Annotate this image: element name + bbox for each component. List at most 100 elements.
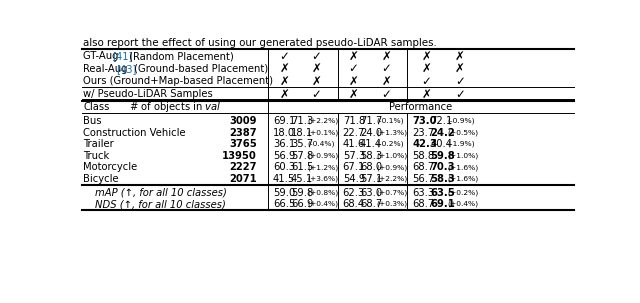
Text: ✗: ✗	[422, 88, 431, 101]
Text: Truck: Truck	[83, 151, 109, 161]
Text: Class: Class	[83, 102, 109, 112]
Text: (Ground-based Placement): (Ground-based Placement)	[131, 64, 268, 74]
Text: 23.7: 23.7	[412, 128, 435, 138]
Text: (+1.6%): (+1.6%)	[447, 175, 479, 182]
Text: 71.7: 71.7	[360, 116, 382, 126]
Text: 73.0: 73.0	[412, 116, 437, 126]
Text: 54.9: 54.9	[343, 174, 365, 184]
Text: 56.7: 56.7	[412, 174, 435, 184]
Text: [41]: [41]	[112, 52, 132, 62]
Text: (+1.3%): (+1.3%)	[376, 129, 407, 136]
Text: 24.2: 24.2	[430, 128, 455, 138]
Text: (-1.9%): (-1.9%)	[447, 141, 475, 148]
Text: 63.3: 63.3	[412, 188, 435, 198]
Text: (+0.9%): (+0.9%)	[376, 164, 407, 171]
Text: # of objects in $\it{val}$: # of objects in $\it{val}$	[129, 100, 221, 114]
Text: 3765: 3765	[229, 139, 257, 149]
Text: (+0.4%): (+0.4%)	[447, 201, 479, 208]
Text: ✓: ✓	[422, 75, 431, 88]
Text: 35.7: 35.7	[291, 139, 313, 149]
Text: 68.4: 68.4	[343, 199, 365, 209]
Text: ✗: ✗	[349, 88, 358, 101]
Text: ✗: ✗	[312, 75, 321, 88]
Text: ✓: ✓	[455, 75, 465, 88]
Text: (+1.2%): (+1.2%)	[308, 164, 339, 171]
Text: w/ Pseudo-LiDAR Samples: w/ Pseudo-LiDAR Samples	[83, 89, 213, 99]
Text: ✓: ✓	[280, 50, 289, 63]
Text: ✓: ✓	[455, 88, 465, 101]
Text: (+0.5%): (+0.5%)	[447, 129, 479, 136]
Text: (+0.3%): (+0.3%)	[376, 201, 407, 208]
Text: Bicycle: Bicycle	[83, 174, 119, 184]
Text: (-0.9%): (-0.9%)	[447, 118, 475, 124]
Text: (-0.1%): (-0.1%)	[376, 118, 404, 124]
Text: ✓: ✓	[312, 88, 321, 101]
Text: Real-Aug: Real-Aug	[83, 64, 131, 74]
Text: 59.8: 59.8	[291, 188, 313, 198]
Text: mAP (↑, for all 10 classes): mAP (↑, for all 10 classes)	[95, 188, 227, 198]
Text: 58.3: 58.3	[430, 174, 455, 184]
Text: 72.1: 72.1	[430, 116, 452, 126]
Text: (+1.0%): (+1.0%)	[376, 152, 407, 159]
Text: ✓: ✓	[349, 62, 358, 75]
Text: ✗: ✗	[381, 50, 391, 63]
Text: (-0.2%): (-0.2%)	[376, 141, 404, 148]
Text: (-0.4%): (-0.4%)	[308, 141, 335, 148]
Text: ✗: ✗	[280, 88, 289, 101]
Text: (+0.4%): (+0.4%)	[308, 201, 339, 208]
Text: 59.0: 59.0	[273, 188, 295, 198]
Text: 36.1: 36.1	[273, 139, 295, 149]
Text: 68.7: 68.7	[412, 162, 435, 172]
Text: 42.3: 42.3	[412, 139, 437, 149]
Text: 67.1: 67.1	[343, 162, 365, 172]
Text: 2071: 2071	[229, 174, 257, 184]
Text: 63.0: 63.0	[360, 188, 382, 198]
Text: ✗: ✗	[280, 62, 289, 75]
Text: 57.3: 57.3	[343, 151, 365, 161]
Text: (+0.1%): (+0.1%)	[308, 129, 339, 136]
Text: (+2.2%): (+2.2%)	[308, 118, 339, 124]
Text: 41.6: 41.6	[343, 139, 365, 149]
Text: 13950: 13950	[222, 151, 257, 161]
Text: (+1.6%): (+1.6%)	[447, 164, 479, 171]
Text: Performance: Performance	[389, 102, 452, 112]
Text: ✗: ✗	[349, 50, 358, 63]
Text: Bus: Bus	[83, 116, 102, 126]
Text: (+0.7%): (+0.7%)	[376, 189, 407, 196]
Text: (+0.8%): (+0.8%)	[308, 189, 339, 196]
Text: (+0.2%): (+0.2%)	[447, 189, 479, 196]
Text: ✗: ✗	[455, 50, 465, 63]
Text: ✗: ✗	[422, 50, 431, 63]
Text: ✓: ✓	[312, 50, 321, 63]
Text: 60.3: 60.3	[273, 162, 295, 172]
Text: 62.3: 62.3	[343, 188, 365, 198]
Text: 68.7: 68.7	[412, 199, 435, 209]
Text: 24.0: 24.0	[360, 128, 382, 138]
Text: 41.4: 41.4	[360, 139, 382, 149]
Text: 71.3: 71.3	[291, 116, 313, 126]
Text: 66.9: 66.9	[291, 199, 313, 209]
Text: Construction Vehicle: Construction Vehicle	[83, 128, 186, 138]
Text: [43]: [43]	[116, 64, 137, 74]
Text: 57.8: 57.8	[291, 151, 313, 161]
Text: 69.1: 69.1	[430, 199, 455, 209]
Text: 18.1: 18.1	[291, 128, 313, 138]
Text: 40.4: 40.4	[430, 139, 452, 149]
Text: ✓: ✓	[381, 62, 391, 75]
Text: 59.8: 59.8	[430, 151, 455, 161]
Text: ✗: ✗	[312, 62, 321, 75]
Text: GT-Aug: GT-Aug	[83, 52, 122, 62]
Text: 56.9: 56.9	[273, 151, 295, 161]
Text: 22.7: 22.7	[343, 128, 365, 138]
Text: 57.1: 57.1	[360, 174, 382, 184]
Text: 58.3: 58.3	[360, 151, 382, 161]
Text: 45.1: 45.1	[291, 174, 313, 184]
Text: 2387: 2387	[229, 128, 257, 138]
Text: 41.5: 41.5	[273, 174, 295, 184]
Text: ✓: ✓	[381, 88, 391, 101]
Text: 66.5: 66.5	[273, 199, 295, 209]
Text: 58.8: 58.8	[412, 151, 435, 161]
Text: Ours (Ground+Map-based Placement): Ours (Ground+Map-based Placement)	[83, 76, 273, 86]
Text: 18.0: 18.0	[273, 128, 295, 138]
Text: ✗: ✗	[349, 75, 358, 88]
